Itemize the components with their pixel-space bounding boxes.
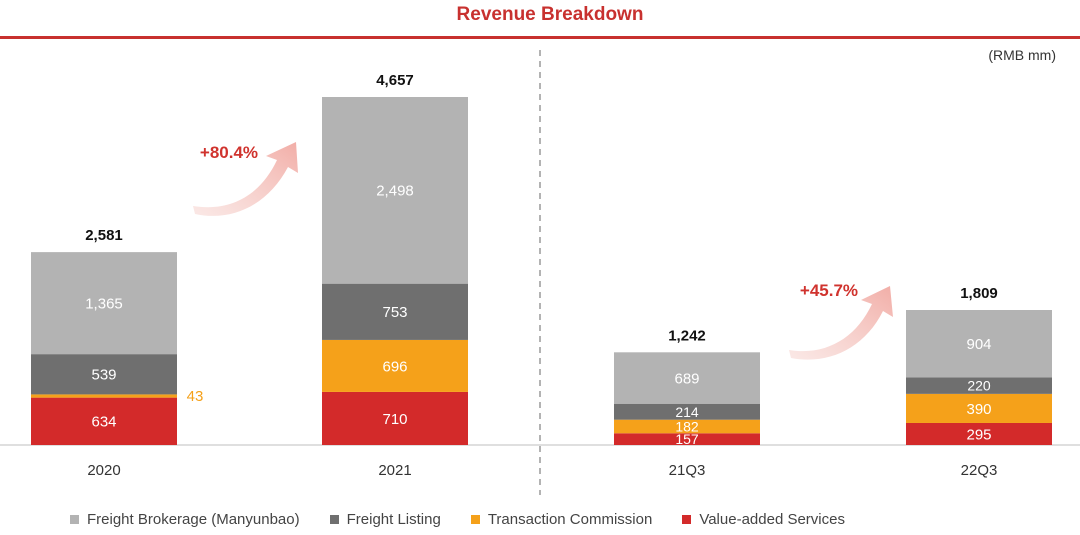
legend-swatch-vas <box>682 515 692 524</box>
value-label-2021-0: 710 <box>382 411 407 428</box>
legend-swatch-brokerage <box>70 515 79 524</box>
bar-segment-2021-2 <box>322 283 468 340</box>
value-label-2020-1: 43 <box>187 388 204 405</box>
legend-label-listing: Freight Listing <box>346 511 441 528</box>
category-label-2020: 2020 <box>87 462 120 479</box>
chart-legend: Freight Brokerage (Manyunbao) Freight Li… <box>70 511 875 528</box>
value-label-2021-3: 2,498 <box>376 183 414 200</box>
growth-arrow-quarterly <box>789 286 893 360</box>
bar-segment-2021-0 <box>322 391 468 445</box>
category-label-22q3: 22Q3 <box>961 462 998 479</box>
bar-segment-2020-0 <box>31 397 177 445</box>
legend-label-commission: Transaction Commission <box>487 511 653 528</box>
bar-segment-21q3-3 <box>614 352 760 404</box>
value-label-2020-3: 1,365 <box>85 296 123 313</box>
bar-segment-2020-3 <box>31 252 177 355</box>
title-underline <box>0 36 1080 39</box>
value-label-22q3-0: 295 <box>966 426 991 443</box>
value-label-22q3-1: 390 <box>966 401 991 418</box>
bar-segment-2021-3 <box>322 97 468 284</box>
value-label-22q3-3: 904 <box>966 336 991 353</box>
value-label-22q3-2: 220 <box>967 378 991 394</box>
bar-segment-21q3-1 <box>614 419 760 434</box>
legend-item-vas: Value-added Services <box>682 511 845 528</box>
bar-segment-2020-2 <box>31 354 177 395</box>
legend-item-commission: Transaction Commission <box>470 511 653 528</box>
value-label-2020-0: 634 <box>91 414 116 431</box>
value-label-21q3-2: 214 <box>675 404 699 420</box>
bar-segment-22q3-3 <box>906 310 1052 378</box>
bar-segment-22q3-1 <box>906 393 1052 423</box>
value-label-2021-2: 753 <box>382 304 407 321</box>
category-label-21q3: 21Q3 <box>669 462 706 479</box>
growth-label-quarterly: +45.7% <box>800 281 858 300</box>
value-label-21q3-3: 689 <box>674 370 699 387</box>
bar-segment-21q3-2 <box>614 403 760 420</box>
growth-label-annual: +80.4% <box>200 143 258 162</box>
value-label-21q3-1: 182 <box>675 419 699 435</box>
bar-segment-22q3-0 <box>906 422 1052 445</box>
chart-title: Revenue Breakdown <box>456 4 644 25</box>
legend-swatch-listing <box>329 515 339 524</box>
bar-segment-22q3-2 <box>906 377 1052 394</box>
legend-item-brokerage: Freight Brokerage (Manyunbao) <box>70 511 300 528</box>
revenue-chart: 634 43 539 1,365 2,581 2020 710 696 753 2,498 4,65… <box>0 50 1080 495</box>
legend-item-listing: Freight Listing <box>329 511 441 528</box>
total-label-21q3: 1,242 <box>668 327 706 344</box>
value-label-2020-2: 539 <box>91 367 116 384</box>
category-label-2021: 2021 <box>378 462 411 479</box>
bar-segment-2020-1 <box>31 394 177 398</box>
unit-label: (RMB mm) <box>988 47 1056 63</box>
growth-arrow-annual <box>193 142 298 216</box>
bar-segment-21q3-0 <box>614 433 760 445</box>
legend-label-brokerage: Freight Brokerage (Manyunbao) <box>87 511 300 528</box>
legend-label-vas: Value-added Services <box>699 511 845 528</box>
total-label-22q3: 1,809 <box>960 285 998 302</box>
total-label-2020: 2,581 <box>85 227 123 244</box>
total-label-2021: 4,657 <box>376 72 414 89</box>
value-label-21q3-0: 157 <box>675 431 699 447</box>
value-label-2021-1: 696 <box>382 358 407 375</box>
legend-swatch-commission <box>470 515 480 524</box>
bar-segment-2021-1 <box>322 339 468 392</box>
